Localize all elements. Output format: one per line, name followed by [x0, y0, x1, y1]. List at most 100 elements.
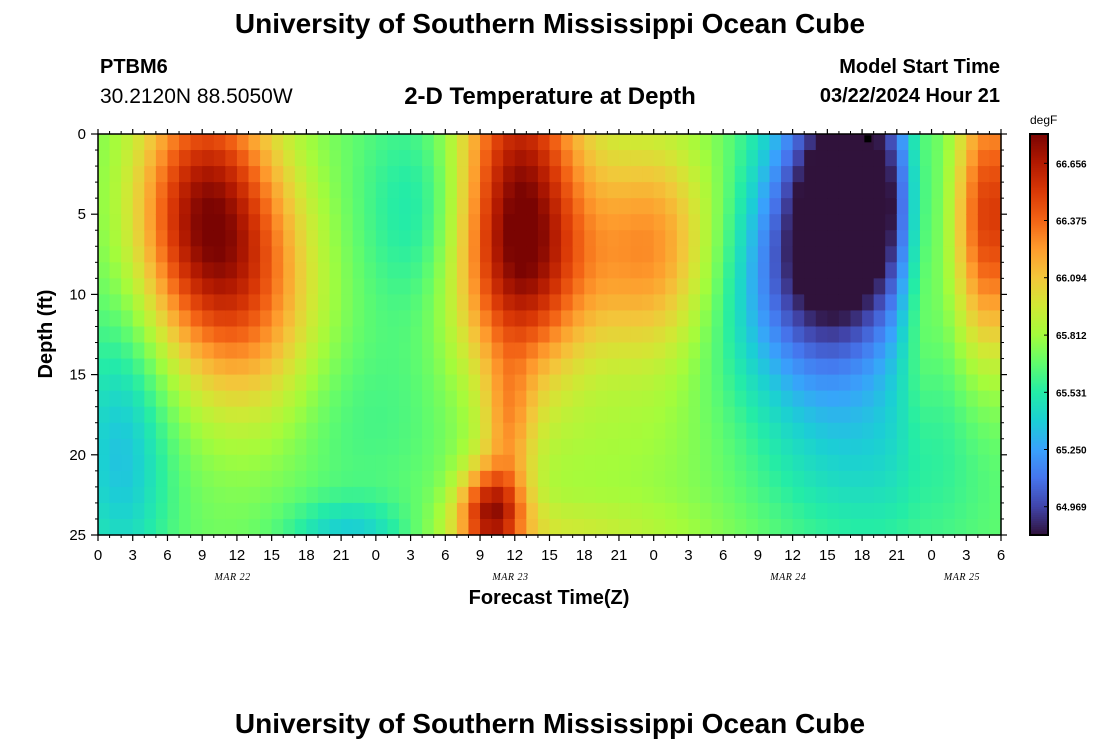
heatmap-cell — [989, 422, 1002, 440]
heatmap-cell — [862, 214, 875, 231]
colorbar-segment — [1030, 156, 1048, 159]
heatmap-cell — [862, 422, 875, 440]
heatmap-cell — [480, 438, 493, 456]
heatmap-cell — [422, 326, 435, 344]
heatmap-cell — [364, 278, 377, 295]
heatmap-cell — [503, 390, 516, 408]
heatmap-cell — [989, 278, 1002, 295]
heatmap-cell — [213, 310, 226, 328]
heatmap-cell — [792, 422, 805, 440]
heatmap-cell — [121, 214, 134, 231]
heatmap-cell — [723, 150, 736, 167]
heatmap-cell — [781, 230, 794, 247]
heatmap-cell — [202, 326, 215, 344]
heatmap-cell — [364, 342, 377, 360]
heatmap-cell — [132, 502, 145, 520]
heatmap-cell — [769, 278, 782, 295]
heatmap-cell — [422, 150, 435, 167]
heatmap-cell — [248, 438, 261, 456]
heatmap-cell — [896, 278, 909, 295]
heatmap-cell — [989, 326, 1002, 344]
heatmap-cell — [572, 358, 585, 376]
heatmap-cell — [572, 438, 585, 456]
heatmap-cell — [294, 454, 307, 472]
x-tick-label: 6 — [719, 547, 727, 564]
heatmap-cell — [618, 502, 632, 520]
colorbar-segment — [1030, 338, 1048, 342]
heatmap-cell — [584, 390, 597, 408]
heatmap-cell — [132, 150, 145, 167]
heatmap-cell — [746, 182, 759, 199]
heatmap-cell — [468, 166, 481, 183]
heatmap-cell — [977, 230, 991, 247]
heatmap-cell — [121, 166, 134, 183]
heatmap-cell — [341, 198, 354, 215]
heatmap-cell — [919, 454, 933, 472]
heatmap-cell — [908, 214, 921, 231]
heatmap-cell — [954, 518, 967, 536]
heatmap-cell — [584, 262, 597, 279]
heatmap-cell — [885, 294, 898, 312]
heatmap-cell — [410, 182, 423, 199]
heatmap-cell — [167, 230, 180, 247]
heatmap-cell — [908, 150, 921, 167]
heatmap-cell — [109, 390, 122, 408]
heatmap-cell — [271, 326, 284, 344]
heatmap-cell — [630, 278, 643, 295]
heatmap-cell — [491, 262, 504, 279]
heatmap-cell — [665, 166, 678, 183]
colorbar-segment — [1030, 370, 1048, 374]
heatmap-cell — [549, 342, 562, 360]
heatmap-cell — [931, 166, 944, 183]
heatmap-cell — [549, 166, 562, 183]
heatmap-cell — [931, 214, 944, 231]
heatmap-cell — [873, 214, 886, 231]
heatmap-cell — [399, 150, 412, 167]
heatmap-cell — [977, 150, 991, 167]
heatmap-cell — [375, 422, 389, 440]
heatmap-cell — [341, 214, 354, 231]
heatmap-cell — [723, 214, 736, 231]
heatmap-cell — [132, 358, 145, 376]
heatmap-cell — [757, 198, 771, 215]
heatmap-cell — [642, 358, 655, 376]
heatmap-cell — [954, 278, 967, 295]
heatmap-cell — [804, 374, 817, 392]
heatmap-cell — [561, 358, 574, 376]
heatmap-cell — [862, 438, 875, 456]
heatmap-cell — [121, 294, 134, 312]
colorbar-segment — [1030, 242, 1048, 245]
heatmap-cell — [977, 518, 991, 536]
heatmap-cell — [989, 134, 1002, 151]
heatmap-cell — [422, 438, 435, 456]
heatmap-cell — [317, 502, 331, 520]
heatmap-cell — [653, 326, 666, 344]
heatmap-cell — [179, 262, 192, 279]
heatmap-cell — [468, 246, 481, 263]
heatmap-cell — [468, 422, 481, 440]
heatmap-cell — [908, 166, 921, 183]
heatmap-cell — [665, 470, 678, 488]
heatmap-cell — [213, 214, 226, 231]
y-tick-label: 10 — [69, 286, 86, 303]
heatmap-cell — [283, 310, 296, 328]
heatmap-cell — [607, 390, 620, 408]
heatmap-cell — [723, 470, 736, 488]
heatmap-cell — [260, 342, 273, 360]
heatmap-cell — [977, 358, 991, 376]
heatmap-cell — [260, 438, 273, 456]
heatmap-cell — [144, 326, 157, 344]
heatmap-cell — [422, 406, 435, 424]
heatmap-cell — [885, 278, 898, 295]
colorbar-segment — [1030, 148, 1048, 151]
heatmap-cell — [352, 262, 365, 279]
heatmap-cell — [850, 310, 863, 328]
heatmap-cell — [167, 342, 180, 360]
heatmap-cell — [422, 246, 435, 263]
heatmap-cell — [375, 502, 389, 520]
heatmap-cell — [341, 342, 354, 360]
heatmap-cell — [676, 294, 690, 312]
heatmap-cell — [445, 134, 458, 151]
colorbar-segment — [1030, 146, 1048, 149]
heatmap-cell — [827, 246, 840, 263]
